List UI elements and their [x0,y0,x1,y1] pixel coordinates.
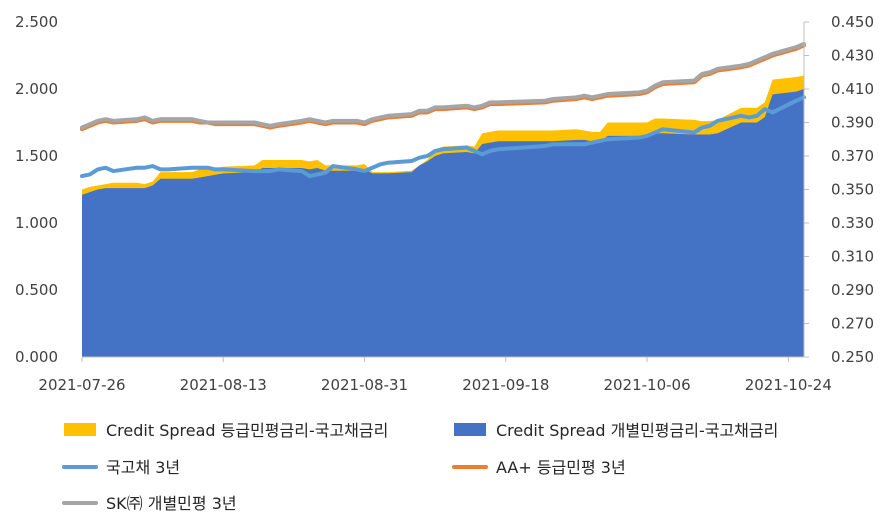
x-tick-label: 2021-07-26 [38,376,125,394]
legend-label-2: Credit Spread 개별민평금리-국고채금리 [496,421,778,440]
legend: Credit Spread 등급민평금리-국고채금리 Credit Spread … [62,421,778,513]
left-y-tick-label: 1.500 [15,147,58,165]
right-y-tick-label: 0.410 [831,80,874,98]
right-y-tick-label: 0.250 [831,348,874,366]
right-y-tick-label: 0.350 [831,181,874,199]
x-tick-labels: 2021-07-26 2021-08-13 2021-08-31 2021-09-18… [38,376,831,394]
left-y-tick-label: 0.000 [15,348,58,366]
right-y-tick-label: 0.330 [831,214,874,232]
line-series-3 [80,41,806,130]
legend-swatch-2 [454,423,486,436]
right-y-tick-label: 0.430 [831,47,874,65]
right-y-tick-label: 0.290 [831,281,874,299]
right-y-tick-label: 0.270 [831,315,874,333]
left-y-tick-label: 2.000 [15,80,58,98]
right-y-tick-label: 0.390 [831,114,874,132]
right-y-tick-label: 0.310 [831,248,874,266]
left-y-tick-label: 0.500 [15,281,58,299]
legend-swatch-1 [64,423,96,436]
left-y-tick-label: 1.000 [15,214,58,232]
legend-label-1: Credit Spread 등급민평금리-국고채금리 [106,421,388,440]
x-tick-label: 2021-09-18 [462,376,549,394]
area-series-2 [82,89,804,357]
left-y-tick-label: 2.500 [15,13,58,31]
axes-group [81,21,809,362]
x-tick-label: 2021-08-31 [321,376,408,394]
x-tick-label: 2021-10-24 [745,376,832,394]
legend-label-4: AA+ 등급민평 3년 [496,458,626,477]
legend-label-5: SK㈜ 개별민평 3년 [106,494,237,513]
left-y-tick-labels: 0.000 0.500 1.000 1.500 2.000 2.500 [15,13,58,366]
x-tick-label: 2021-08-13 [180,376,267,394]
area-series-group [82,75,804,357]
line-series-1 [80,95,806,179]
line-series-2 [80,43,806,132]
right-y-tick-label: 0.450 [831,13,874,31]
legend-label-3: 국고채 3년 [106,458,180,477]
right-y-tick-label: 0.370 [831,147,874,165]
x-tick-label: 2021-10-06 [603,376,690,394]
line-series-group [80,41,806,179]
right-y-tick-labels: 0.250 0.270 0.290 0.310 0.330 0.350 0.370 0.390… [831,13,874,366]
